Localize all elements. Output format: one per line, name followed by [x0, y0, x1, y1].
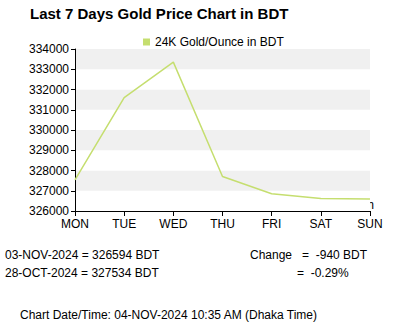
svg-text:WED: WED — [159, 217, 187, 231]
svg-text:MON: MON — [61, 217, 89, 231]
svg-text:SAT: SAT — [310, 217, 333, 231]
svg-text:334000: 334000 — [29, 42, 69, 56]
svg-text:24K Gold/Ounce in BDT: 24K Gold/Ounce in BDT — [155, 35, 284, 49]
svg-text:Chart Date/Time: 04-NOV-2024 1: Chart Date/Time: 04-NOV-2024 10:35 AM (D… — [20, 308, 317, 322]
svg-text:Last 7 Days Gold Price Chart i: Last 7 Days Gold Price Chart in BDT — [30, 5, 288, 22]
svg-text:333000: 333000 — [29, 62, 69, 76]
svg-text:03-NOV-2024 = 326594 BDT: 03-NOV-2024 = 326594 BDT — [5, 248, 160, 262]
svg-text:SUN: SUN — [357, 217, 382, 231]
svg-text:327000: 327000 — [29, 184, 69, 198]
svg-text:THU: THU — [210, 217, 235, 231]
svg-text:328000: 328000 — [29, 164, 69, 178]
svg-text:326000: 326000 — [29, 204, 69, 218]
svg-text:331000: 331000 — [29, 103, 69, 117]
svg-text:TUE: TUE — [112, 217, 136, 231]
svg-text:28-OCT-2024 = 327534 BDT: 28-OCT-2024 = 327534 BDT — [5, 266, 159, 280]
svg-text:332000: 332000 — [29, 83, 69, 97]
svg-text:FRI: FRI — [262, 217, 281, 231]
svg-text:329000: 329000 — [29, 143, 69, 157]
svg-text:= -0.29%: = -0.29% — [297, 266, 349, 280]
svg-text:Change = -940 BDT: Change = -940 BDT — [250, 248, 368, 262]
svg-text:330000: 330000 — [29, 123, 69, 137]
